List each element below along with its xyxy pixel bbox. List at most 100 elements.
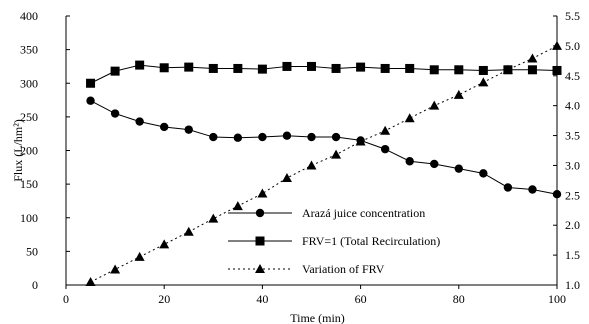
data-point	[356, 62, 366, 72]
data-point	[159, 239, 170, 249]
data-point	[110, 264, 121, 274]
data-point	[258, 132, 267, 142]
y2-tick-label: 4.5	[565, 69, 580, 83]
data-point	[209, 132, 218, 142]
data-point	[307, 132, 316, 142]
data-point	[135, 60, 145, 70]
y2-tick-label: 4.0	[565, 99, 580, 113]
data-point	[257, 188, 268, 198]
y2-tick-label: 3.5	[565, 129, 580, 143]
data-point	[380, 63, 390, 73]
y2-tick-label: 2.5	[565, 188, 580, 202]
y-tick-label: 150	[20, 177, 38, 191]
y2-tick-label: 3.0	[565, 158, 580, 172]
data-point	[110, 109, 120, 118]
legend-marker	[255, 208, 265, 218]
data-point	[552, 190, 562, 199]
y-tick-label: 300	[20, 76, 38, 90]
legend-label: Arazá juice concentration	[302, 206, 425, 220]
series-square	[86, 60, 562, 88]
y2-tick-label: 2.0	[565, 218, 580, 232]
data-point	[331, 149, 342, 159]
data-point	[282, 131, 292, 140]
data-point	[110, 66, 120, 76]
ticks: 0501001502002503003504001.01.52.02.53.03…	[20, 9, 580, 306]
data-point	[527, 53, 538, 63]
data-point	[135, 117, 144, 126]
x-tick-label: 100	[548, 292, 566, 306]
y-tick-label: 200	[20, 144, 38, 158]
legend-marker	[255, 264, 265, 273]
y2-tick-label: 5.0	[565, 39, 580, 53]
data-point	[208, 63, 218, 73]
y2-tick-label: 1.5	[565, 248, 580, 262]
series-line	[90, 100, 558, 195]
data-point	[184, 62, 194, 72]
y-tick-label: 0	[32, 278, 38, 292]
data-point	[331, 132, 341, 142]
data-point	[429, 65, 439, 75]
series-triangle	[85, 40, 562, 287]
x-tick-label: 0	[63, 292, 69, 306]
data-point	[429, 100, 440, 110]
y-tick-label: 250	[20, 110, 38, 124]
data-point	[453, 89, 464, 99]
data-point	[233, 133, 243, 142]
data-point	[134, 251, 145, 261]
data-point	[355, 136, 366, 146]
data-point	[85, 277, 96, 287]
x-tick-label: 60	[355, 292, 367, 306]
data-point	[454, 164, 463, 173]
data-point	[430, 159, 439, 169]
data-point	[160, 122, 169, 132]
data-point	[503, 183, 513, 192]
series-circle	[86, 96, 562, 199]
data-point	[183, 226, 194, 236]
data-point	[454, 65, 464, 75]
data-point	[527, 65, 537, 75]
data-point	[232, 201, 243, 211]
data-point	[257, 64, 267, 74]
data-point	[380, 125, 391, 135]
x-tick-label: 80	[453, 292, 465, 306]
data-point	[208, 213, 219, 223]
series-layer	[85, 40, 562, 287]
data-point	[281, 172, 292, 182]
y2-tick-label: 5.5	[565, 9, 580, 23]
data-point	[478, 65, 488, 75]
y-tick-label: 50	[26, 244, 38, 258]
data-point	[306, 160, 317, 170]
data-point	[552, 40, 562, 50]
legend-marker	[255, 236, 265, 246]
data-point	[380, 144, 390, 154]
legend-label: FRV=1 (Total Recirculation)	[302, 234, 440, 248]
data-point	[331, 63, 341, 73]
data-point	[159, 63, 169, 73]
data-point	[502, 64, 513, 74]
data-point	[528, 185, 537, 194]
y-tick-label: 400	[20, 9, 38, 23]
x-tick-label: 20	[158, 292, 170, 306]
data-point	[184, 125, 193, 134]
data-point	[233, 63, 243, 73]
data-point	[479, 169, 488, 178]
y-tick-label: 350	[20, 43, 38, 57]
data-point	[86, 96, 95, 105]
data-point	[405, 157, 414, 166]
data-point	[282, 61, 292, 71]
data-point	[307, 61, 316, 71]
y-axis-label: Flux (L/hm²)	[11, 119, 25, 182]
y-tick-label: 100	[20, 211, 38, 225]
data-point	[86, 78, 96, 88]
data-point	[405, 63, 415, 73]
x-axis-label: Time (min)	[290, 311, 345, 324]
x-tick-label: 40	[256, 292, 268, 306]
y2-tick-label: 1.0	[565, 278, 580, 292]
series-line	[90, 45, 558, 283]
data-point	[404, 113, 415, 123]
data-point	[478, 77, 489, 87]
legend: Arazá juice concentration FRV=1 (Total Re…	[228, 206, 440, 276]
data-point	[552, 65, 562, 75]
legend-label: Variation of FRV	[302, 262, 385, 276]
